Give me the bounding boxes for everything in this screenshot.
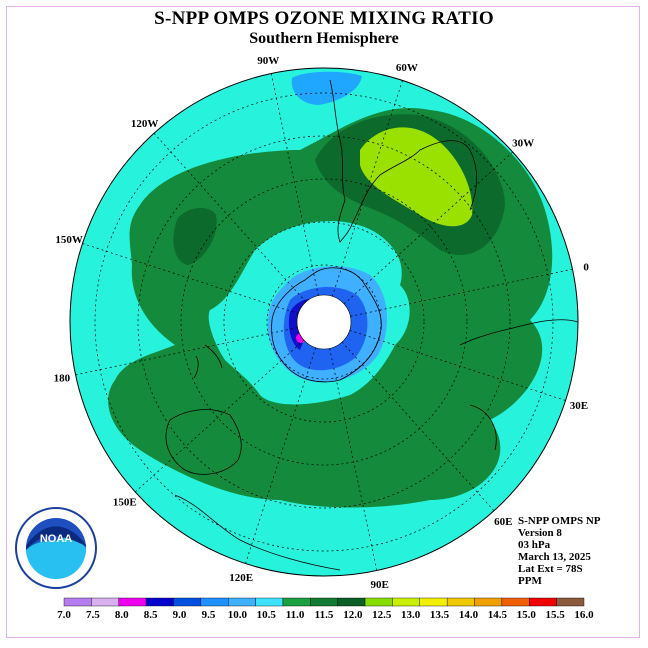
image-frame (6, 6, 640, 638)
logo-bird-wave (26, 535, 87, 580)
colorbar-tick-label: 9.0 (173, 609, 187, 621)
longitude-label: 90E (371, 579, 389, 591)
colorbar-swatch (200, 597, 229, 607)
colorbar-tick-label: 13.5 (430, 609, 450, 621)
info-panel: S-NPP OMPS NP Version 8 03 hPa March 13,… (518, 515, 601, 587)
antarctica-coast (271, 267, 382, 383)
latitude-circle-40s (94, 92, 554, 552)
colorbar-swatch (337, 597, 366, 607)
colorbar-tick-label: 15.0 (517, 609, 537, 621)
south-america-coast (329, 79, 478, 243)
longitude-label: 90W (257, 55, 279, 67)
ozone-field (70, 68, 578, 576)
colorbar-swatch (501, 597, 530, 607)
logo-text: NOAA (40, 533, 72, 545)
longitude-label: 30W (512, 138, 534, 150)
colorbar-tick-label: 14.0 (459, 609, 479, 621)
map-title: S-NPP OMPS OZONE MIXING RATIO (154, 8, 494, 29)
map-subtitle: Southern Hemisphere (249, 30, 399, 47)
info-instrument: S-NPP OMPS NP (518, 515, 601, 527)
coastlines (165, 79, 578, 571)
colorbar-swatch (63, 597, 92, 607)
africa-coast (459, 319, 578, 451)
asia-coast (174, 494, 341, 571)
yellow-green-maximum (360, 127, 473, 227)
colorbar-tick-label: 15.5 (545, 609, 565, 621)
colorbar-tick-label: 10.0 (228, 609, 248, 621)
colorbar-swatch (556, 597, 585, 607)
longitude-label: 60E (494, 516, 512, 528)
colorbar-tick-label: 14.5 (488, 609, 508, 621)
colorbar-swatch (145, 597, 174, 607)
colorbar-tick-label: 11.0 (286, 609, 305, 621)
longitude-label: 150W (55, 234, 83, 246)
latitude-circle-60s (180, 178, 468, 466)
info-units: PPM (518, 575, 542, 587)
colorbar-swatch (529, 597, 557, 607)
colorbar-tick-label: 8.0 (115, 609, 129, 621)
longitude-labels: 90W 60W 120W 30W 150W 0 180 30E 150E 60E 120E 90E (54, 55, 590, 591)
info-date: March 13, 2025 (518, 551, 591, 563)
logo-bird-wing (26, 526, 86, 550)
colorbar-tick-label: 11.5 (315, 609, 334, 621)
colorbar-swatch (446, 597, 475, 607)
colorbar-swatch (228, 597, 256, 607)
info-version: Version 8 (518, 527, 562, 539)
colorbar-swatch (310, 597, 338, 607)
dark-green-patch-pacific (173, 207, 217, 265)
light-blue-spot (291, 71, 362, 105)
colorbar-swatch (118, 597, 147, 607)
longitude-label: 120E (229, 572, 253, 584)
longitude-label: 60W (396, 62, 418, 74)
colorbar-swatch (419, 597, 448, 607)
colorbar-tick-label: 12.0 (343, 609, 363, 621)
colorbar-swatch (173, 597, 202, 607)
longitude-label: 180 (54, 373, 71, 385)
graticule (75, 73, 573, 571)
colorbar-tick-label: 7.0 (57, 609, 71, 621)
colorbar-tick-label: 13.0 (401, 609, 421, 621)
info-lat-ext: Lat Ext = 78S (518, 563, 583, 575)
colorbar-swatch (364, 597, 393, 607)
colorbar-swatch (474, 597, 503, 607)
colorbar-swatch (255, 597, 284, 607)
info-level: 03 hPa (518, 539, 551, 551)
new-zealand-coast (193, 344, 223, 379)
colorbar-tick-label: 7.5 (86, 609, 100, 621)
colorbar-swatch (91, 597, 119, 607)
australia-coast (165, 409, 242, 475)
colorbar-swatch (392, 597, 420, 607)
colorbar-tick-label: 10.5 (257, 609, 277, 621)
noaa-logo: NOAA (15, 507, 97, 589)
longitude-label: 120W (131, 118, 159, 130)
colorbar-swatch (282, 597, 311, 607)
colorbar-tick-label: 9.5 (202, 609, 216, 621)
longitude-label: 0 (583, 261, 589, 273)
colorbar: 7.0 7.5 8.0 8.5 9.0 9.5 10.0 10.5 11.0 11.5 12.0 12… (57, 597, 594, 621)
latitude-circle-80s (266, 264, 382, 380)
colorbar-tick-label: 12.5 (372, 609, 392, 621)
colorbar-tick-label: 8.5 (144, 609, 158, 621)
longitude-label: 30E (570, 400, 588, 412)
colorbar-tick-label: 16.0 (574, 609, 594, 621)
latitude-circle-70s (223, 221, 425, 423)
longitude-label: 150E (113, 496, 137, 508)
polar-data-gap (296, 294, 352, 350)
map-boundary (69, 67, 579, 577)
latitude-circle-50s (137, 135, 511, 509)
